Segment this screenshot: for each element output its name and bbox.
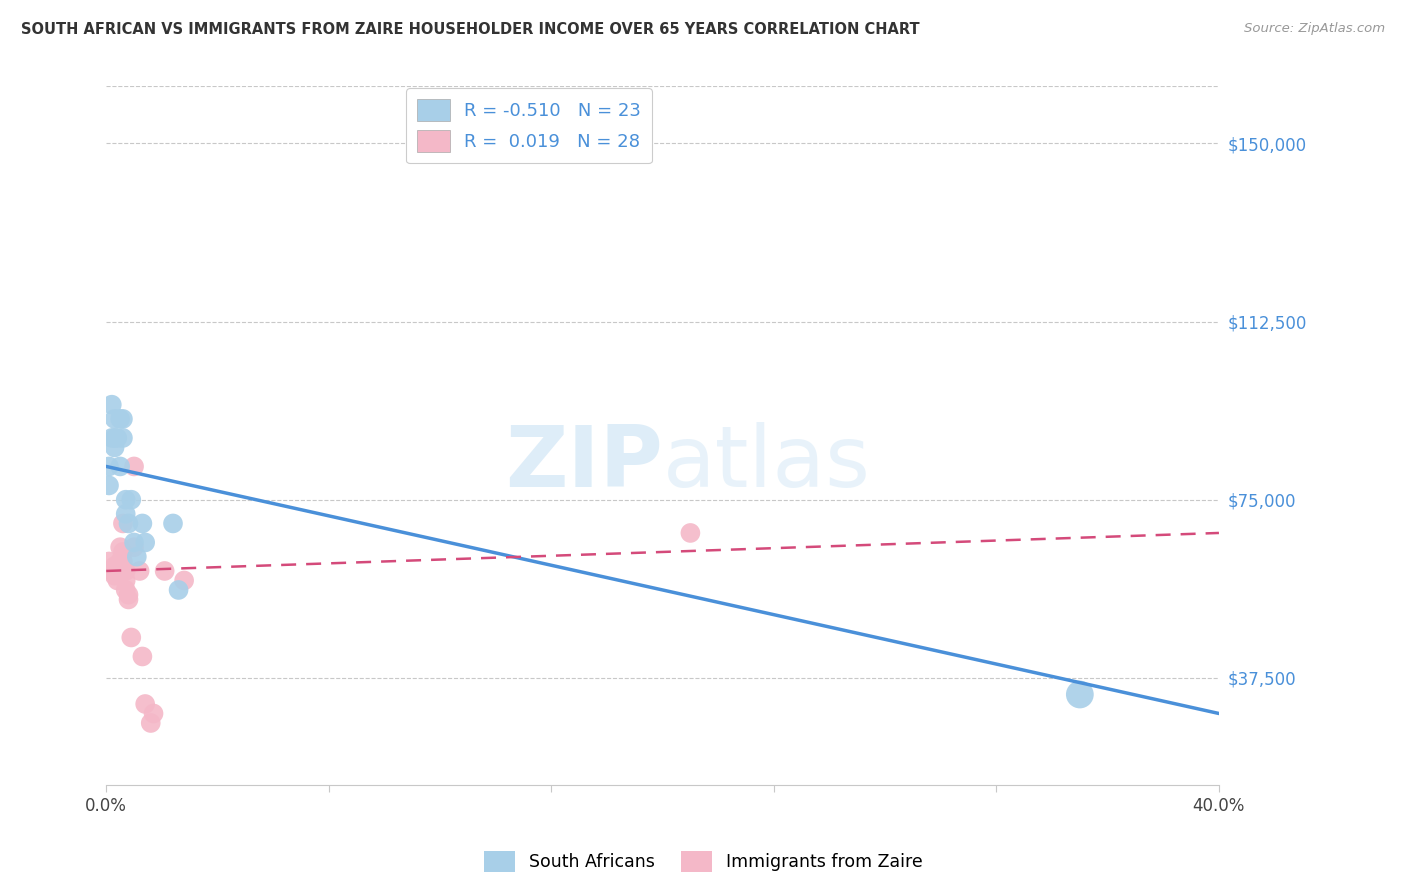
Point (153, 564, 176, 578)
Point (108, 564, 131, 578)
Point (122, 535, 145, 549)
Point (128, 564, 150, 578)
Point (111, 554, 134, 568)
Point (114, 574, 136, 588)
Point (98, 554, 121, 568)
Point (117, 588, 139, 602)
Text: ZIP: ZIP (505, 422, 662, 505)
Point (111, 412, 134, 426)
Point (139, 716, 162, 731)
Point (101, 564, 124, 578)
Point (114, 492, 136, 507)
Point (117, 516, 139, 531)
Legend: R = -0.510   N = 23, R =  0.019   N = 28: R = -0.510 N = 23, R = 0.019 N = 28 (406, 88, 652, 163)
Point (114, 507, 136, 521)
Point (111, 431, 134, 445)
Point (108, 412, 131, 426)
Point (101, 398, 124, 412)
Point (120, 492, 142, 507)
Point (1069, 688, 1091, 702)
Point (98, 478, 121, 492)
Point (103, 568, 125, 582)
Point (117, 592, 139, 607)
Legend: South Africans, Immigrants from Zaire: South Africans, Immigrants from Zaire (477, 844, 929, 879)
Point (162, 516, 184, 531)
Point (98, 459, 121, 474)
Point (125, 549, 148, 564)
Point (142, 706, 165, 721)
Point (108, 554, 131, 568)
Point (111, 545, 134, 559)
Point (134, 535, 156, 549)
Point (103, 441, 125, 455)
Point (105, 574, 128, 588)
Point (122, 540, 145, 554)
Point (167, 582, 190, 597)
Text: SOUTH AFRICAN VS IMMIGRANTS FROM ZAIRE HOUSEHOLDER INCOME OVER 65 YEARS CORRELAT: SOUTH AFRICAN VS IMMIGRANTS FROM ZAIRE H… (21, 22, 920, 37)
Point (122, 459, 145, 474)
Point (101, 431, 124, 445)
Point (108, 459, 131, 474)
Text: atlas: atlas (662, 422, 870, 505)
Point (114, 582, 136, 597)
Point (111, 516, 134, 531)
Point (105, 564, 128, 578)
Point (131, 516, 153, 531)
Point (108, 540, 131, 554)
Point (103, 412, 125, 426)
Point (103, 559, 125, 574)
Point (105, 431, 128, 445)
Point (173, 574, 195, 588)
Point (120, 631, 142, 645)
Point (679, 525, 702, 540)
Point (103, 431, 125, 445)
Point (114, 564, 136, 578)
Point (134, 697, 156, 711)
Point (131, 649, 153, 664)
Text: Source: ZipAtlas.com: Source: ZipAtlas.com (1244, 22, 1385, 36)
